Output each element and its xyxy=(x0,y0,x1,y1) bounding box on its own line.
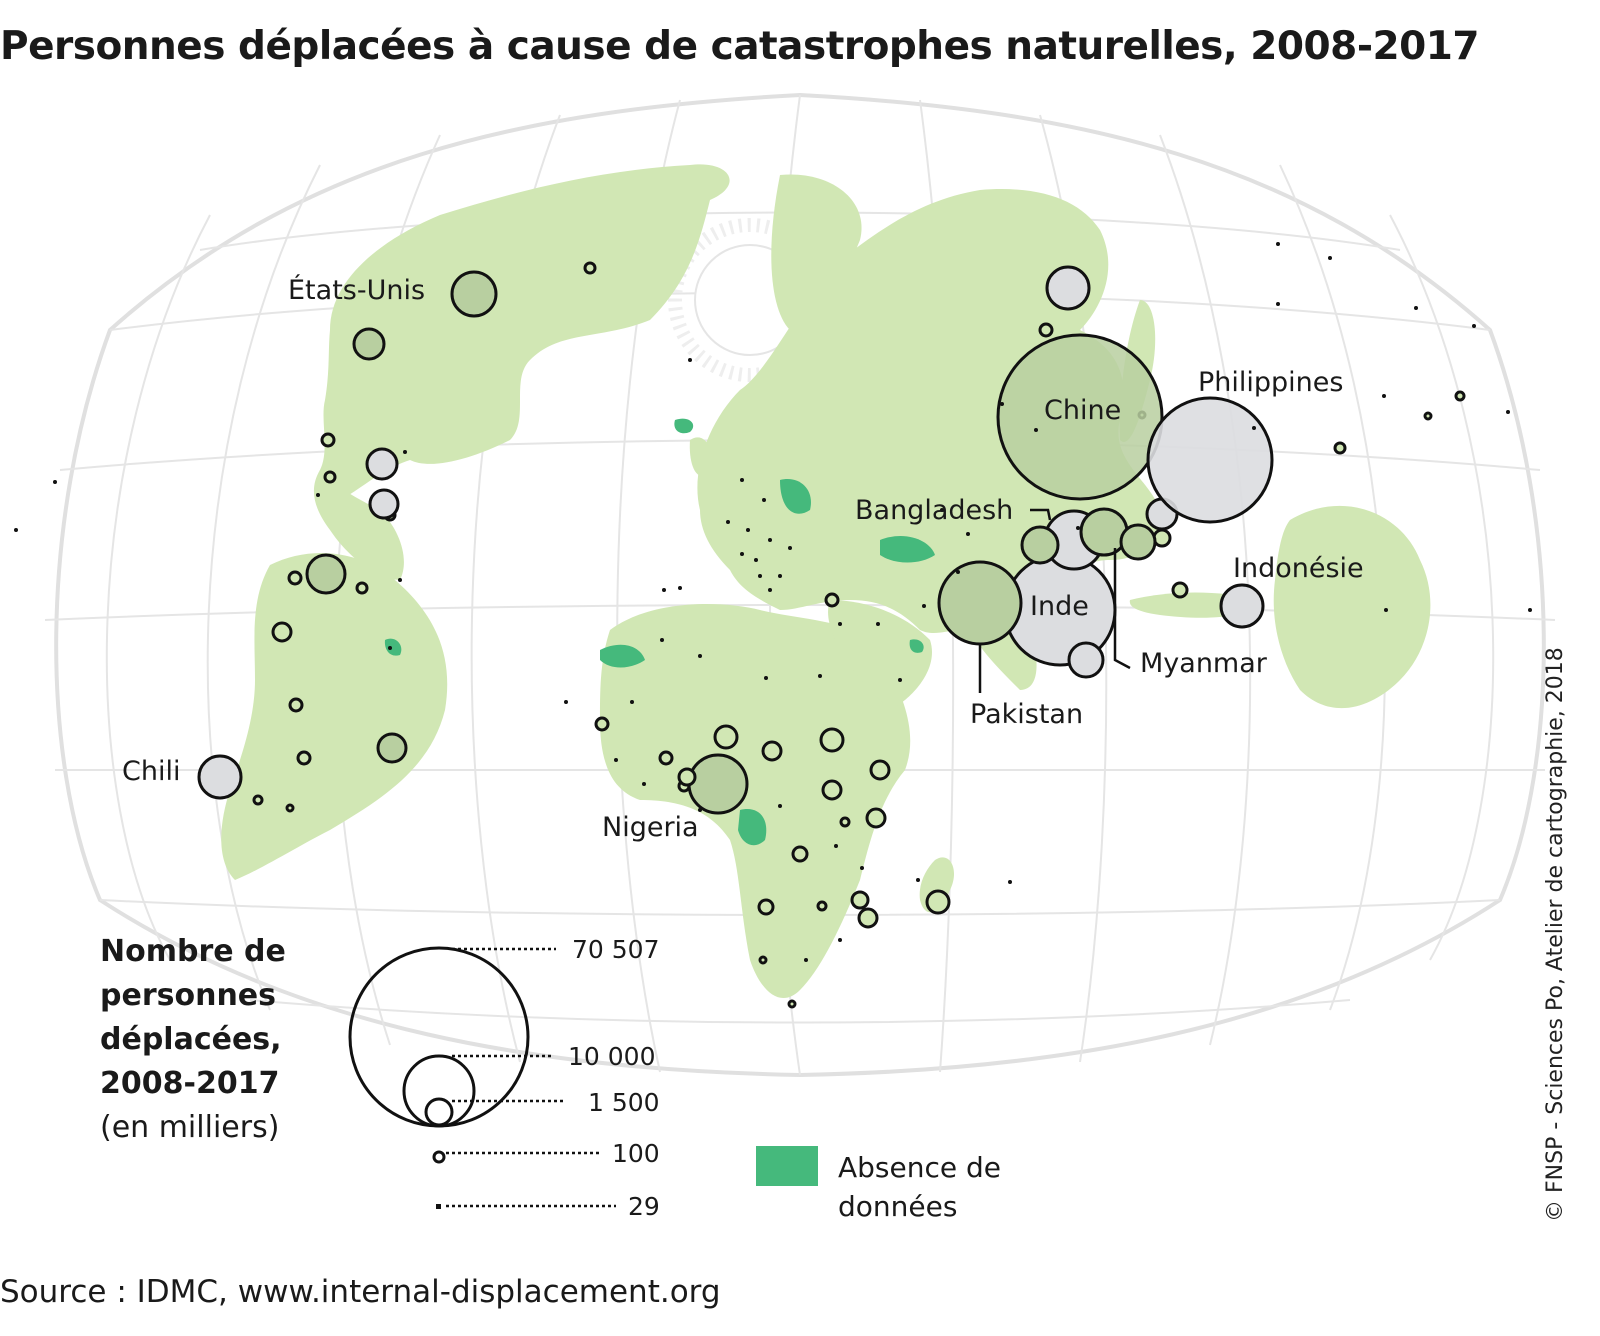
no-data-swatch xyxy=(756,1146,818,1186)
legend-title-text: Nombre de personnes déplacées, 2008-2017 xyxy=(100,934,286,1101)
label-china: Chine xyxy=(1044,395,1121,426)
legend-value-3: 1 500 xyxy=(588,1088,660,1117)
australia xyxy=(1273,505,1431,709)
legend-value-4: 100 xyxy=(612,1139,660,1168)
central-america xyxy=(313,470,404,580)
tiny-dots xyxy=(14,242,1532,962)
label-pakistan: Pakistan xyxy=(970,699,1083,730)
legend-leaders xyxy=(446,947,616,1208)
label-usa: États-Unis xyxy=(288,274,425,306)
label-myanmar: Myanmar xyxy=(1140,648,1268,679)
legend-unit: (en milliers) xyxy=(100,1110,280,1145)
legend-title: Nombre de personnes déplacées, 2008-2017… xyxy=(100,930,350,1150)
no-data-areas xyxy=(384,418,935,846)
south-america xyxy=(221,553,448,880)
arabia xyxy=(828,600,932,710)
africa xyxy=(600,604,911,999)
label-nigeria: Nigeria xyxy=(602,812,699,843)
label-indonesia: Indonésie xyxy=(1233,553,1364,584)
label-philippines: Philippines xyxy=(1198,367,1343,398)
label-bangladesh: Bangladesh xyxy=(855,495,1013,526)
label-india: Inde xyxy=(1030,591,1089,622)
no-data-oman xyxy=(909,639,924,653)
legend-value-1: 70 507 xyxy=(572,935,659,964)
leader-lines xyxy=(978,508,1131,693)
source-note: Source : IDMC, www.internal-displacement… xyxy=(0,1274,721,1310)
no-data-ukraine xyxy=(780,479,811,514)
no-data-guiana xyxy=(384,638,402,656)
map-title: Personnes déplacées à cause de catastrop… xyxy=(0,24,1480,69)
credit-note: © FNSP - Sciences Po, Atelier de cartogr… xyxy=(1543,647,1568,1222)
no-data-west-africa xyxy=(600,644,645,668)
greenland xyxy=(771,174,862,330)
small-circles xyxy=(252,261,1466,1009)
legend-value-5: 29 xyxy=(628,1192,660,1221)
label-chile: Chili xyxy=(122,756,180,787)
legend-value-2: 10 000 xyxy=(568,1042,655,1071)
no-data-label: Absence de données xyxy=(838,1151,1002,1223)
large-circles xyxy=(197,265,1274,815)
no-data-iceland xyxy=(674,418,694,434)
legend-circles xyxy=(348,946,530,1209)
british-isles xyxy=(689,437,712,476)
no-data-turkey-region xyxy=(880,535,935,563)
north-america xyxy=(316,164,730,503)
no-data-central-africa xyxy=(738,809,767,846)
